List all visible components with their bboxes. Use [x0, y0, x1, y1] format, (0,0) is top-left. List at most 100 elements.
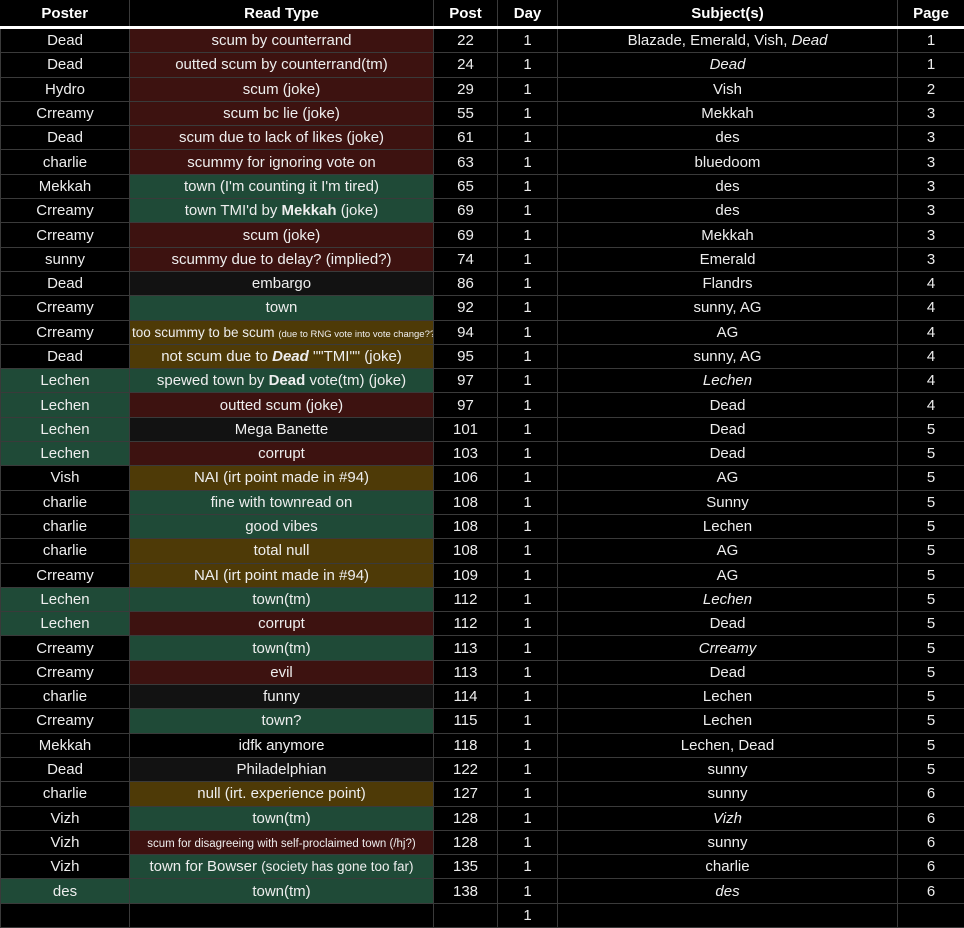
page-cell[interactable]: 5 [898, 442, 964, 466]
subjects-cell[interactable] [558, 903, 898, 927]
read-type-cell[interactable]: town (I'm counting it I'm tired) [130, 174, 434, 198]
day-cell[interactable]: 1 [498, 757, 558, 781]
day-cell[interactable]: 1 [498, 830, 558, 854]
poster-cell[interactable]: Dead [1, 28, 130, 53]
subjects-cell[interactable]: des [558, 174, 898, 198]
page-cell[interactable]: 4 [898, 393, 964, 417]
day-cell[interactable]: 1 [498, 344, 558, 368]
day-cell[interactable]: 1 [498, 660, 558, 684]
read-type-cell[interactable]: scum by counterrand [130, 28, 434, 53]
subjects-cell[interactable]: Mekkah [558, 101, 898, 125]
page-cell[interactable]: 6 [898, 830, 964, 854]
subjects-cell[interactable]: charlie [558, 855, 898, 879]
poster-cell[interactable]: sunny [1, 247, 130, 271]
subjects-cell[interactable]: des [558, 126, 898, 150]
post-cell[interactable]: 61 [434, 126, 498, 150]
day-cell[interactable]: 1 [498, 442, 558, 466]
poster-cell[interactable]: Dead [1, 126, 130, 150]
day-cell[interactable]: 1 [498, 247, 558, 271]
post-cell[interactable]: 101 [434, 417, 498, 441]
day-cell[interactable]: 1 [498, 466, 558, 490]
header-post[interactable]: Post [434, 0, 498, 28]
post-cell[interactable]: 128 [434, 830, 498, 854]
page-cell[interactable]: 5 [898, 490, 964, 514]
page-cell[interactable]: 4 [898, 369, 964, 393]
page-cell[interactable]: 5 [898, 587, 964, 611]
day-cell[interactable]: 1 [498, 490, 558, 514]
poster-cell[interactable]: Dead [1, 344, 130, 368]
post-cell[interactable]: 118 [434, 733, 498, 757]
poster-cell[interactable]: charlie [1, 514, 130, 538]
page-cell[interactable]: 4 [898, 344, 964, 368]
read-type-cell[interactable]: too scummy to be scum (due to RNG vote i… [130, 320, 434, 344]
post-cell[interactable]: 92 [434, 296, 498, 320]
read-type-cell[interactable]: scum bc lie (joke) [130, 101, 434, 125]
subjects-cell[interactable]: Sunny [558, 490, 898, 514]
page-cell[interactable]: 5 [898, 660, 964, 684]
page-cell[interactable]: 6 [898, 782, 964, 806]
poster-cell[interactable]: Lechen [1, 612, 130, 636]
subjects-cell[interactable]: bluedoom [558, 150, 898, 174]
post-cell[interactable]: 29 [434, 77, 498, 101]
post-cell[interactable]: 109 [434, 563, 498, 587]
read-type-cell[interactable]: spewed town by Dead vote(tm) (joke) [130, 369, 434, 393]
page-cell[interactable]: 3 [898, 126, 964, 150]
post-cell[interactable]: 24 [434, 53, 498, 77]
page-cell[interactable]: 3 [898, 174, 964, 198]
subjects-cell[interactable]: Mekkah [558, 223, 898, 247]
poster-cell[interactable]: charlie [1, 685, 130, 709]
post-cell[interactable]: 69 [434, 199, 498, 223]
day-cell[interactable]: 1 [498, 174, 558, 198]
day-cell[interactable]: 1 [498, 782, 558, 806]
subjects-cell[interactable]: AG [558, 466, 898, 490]
read-type-cell[interactable]: not scum due to Dead ""TMI"" (joke) [130, 344, 434, 368]
page-cell[interactable]: 6 [898, 855, 964, 879]
read-type-cell[interactable]: outted scum by counterrand(tm) [130, 53, 434, 77]
subjects-cell[interactable]: Dead [558, 442, 898, 466]
read-type-cell[interactable]: evil [130, 660, 434, 684]
poster-cell[interactable]: charlie [1, 490, 130, 514]
post-cell[interactable]: 138 [434, 879, 498, 903]
subjects-cell[interactable]: Lechen [558, 369, 898, 393]
read-type-cell[interactable]: scum for disagreeing with self-proclaime… [130, 830, 434, 854]
read-type-cell[interactable]: total null [130, 539, 434, 563]
poster-cell[interactable]: Crreamy [1, 101, 130, 125]
subjects-cell[interactable]: sunny [558, 830, 898, 854]
poster-cell[interactable] [1, 903, 130, 927]
subjects-cell[interactable]: AG [558, 563, 898, 587]
header-day[interactable]: Day [498, 0, 558, 28]
subjects-cell[interactable]: sunny, AG [558, 344, 898, 368]
page-cell[interactable]: 3 [898, 247, 964, 271]
post-cell[interactable]: 113 [434, 636, 498, 660]
poster-cell[interactable]: Mekkah [1, 174, 130, 198]
day-cell[interactable]: 1 [498, 733, 558, 757]
day-cell[interactable]: 1 [498, 539, 558, 563]
page-cell[interactable]: 5 [898, 757, 964, 781]
post-cell[interactable]: 135 [434, 855, 498, 879]
read-type-cell[interactable]: corrupt [130, 612, 434, 636]
day-cell[interactable]: 1 [498, 709, 558, 733]
post-cell[interactable]: 55 [434, 101, 498, 125]
poster-cell[interactable]: Lechen [1, 442, 130, 466]
page-cell[interactable]: 5 [898, 466, 964, 490]
poster-cell[interactable]: Crreamy [1, 563, 130, 587]
read-type-cell[interactable]: town [130, 296, 434, 320]
read-type-cell[interactable]: town(tm) [130, 636, 434, 660]
poster-cell[interactable]: Crreamy [1, 199, 130, 223]
poster-cell[interactable]: Dead [1, 271, 130, 295]
day-cell[interactable]: 1 [498, 199, 558, 223]
read-type-cell[interactable]: scummy due to delay? (implied?) [130, 247, 434, 271]
read-type-cell[interactable]: town for Bowser (society has gone too fa… [130, 855, 434, 879]
day-cell[interactable]: 1 [498, 855, 558, 879]
poster-cell[interactable]: Dead [1, 757, 130, 781]
post-cell[interactable]: 69 [434, 223, 498, 247]
read-type-cell[interactable]: Philadelphian [130, 757, 434, 781]
day-cell[interactable]: 1 [498, 28, 558, 53]
subjects-cell[interactable]: Lechen [558, 709, 898, 733]
poster-cell[interactable]: Vish [1, 466, 130, 490]
page-cell[interactable]: 5 [898, 563, 964, 587]
day-cell[interactable]: 1 [498, 903, 558, 927]
post-cell[interactable]: 103 [434, 442, 498, 466]
subjects-cell[interactable]: Emerald [558, 247, 898, 271]
poster-cell[interactable]: charlie [1, 150, 130, 174]
